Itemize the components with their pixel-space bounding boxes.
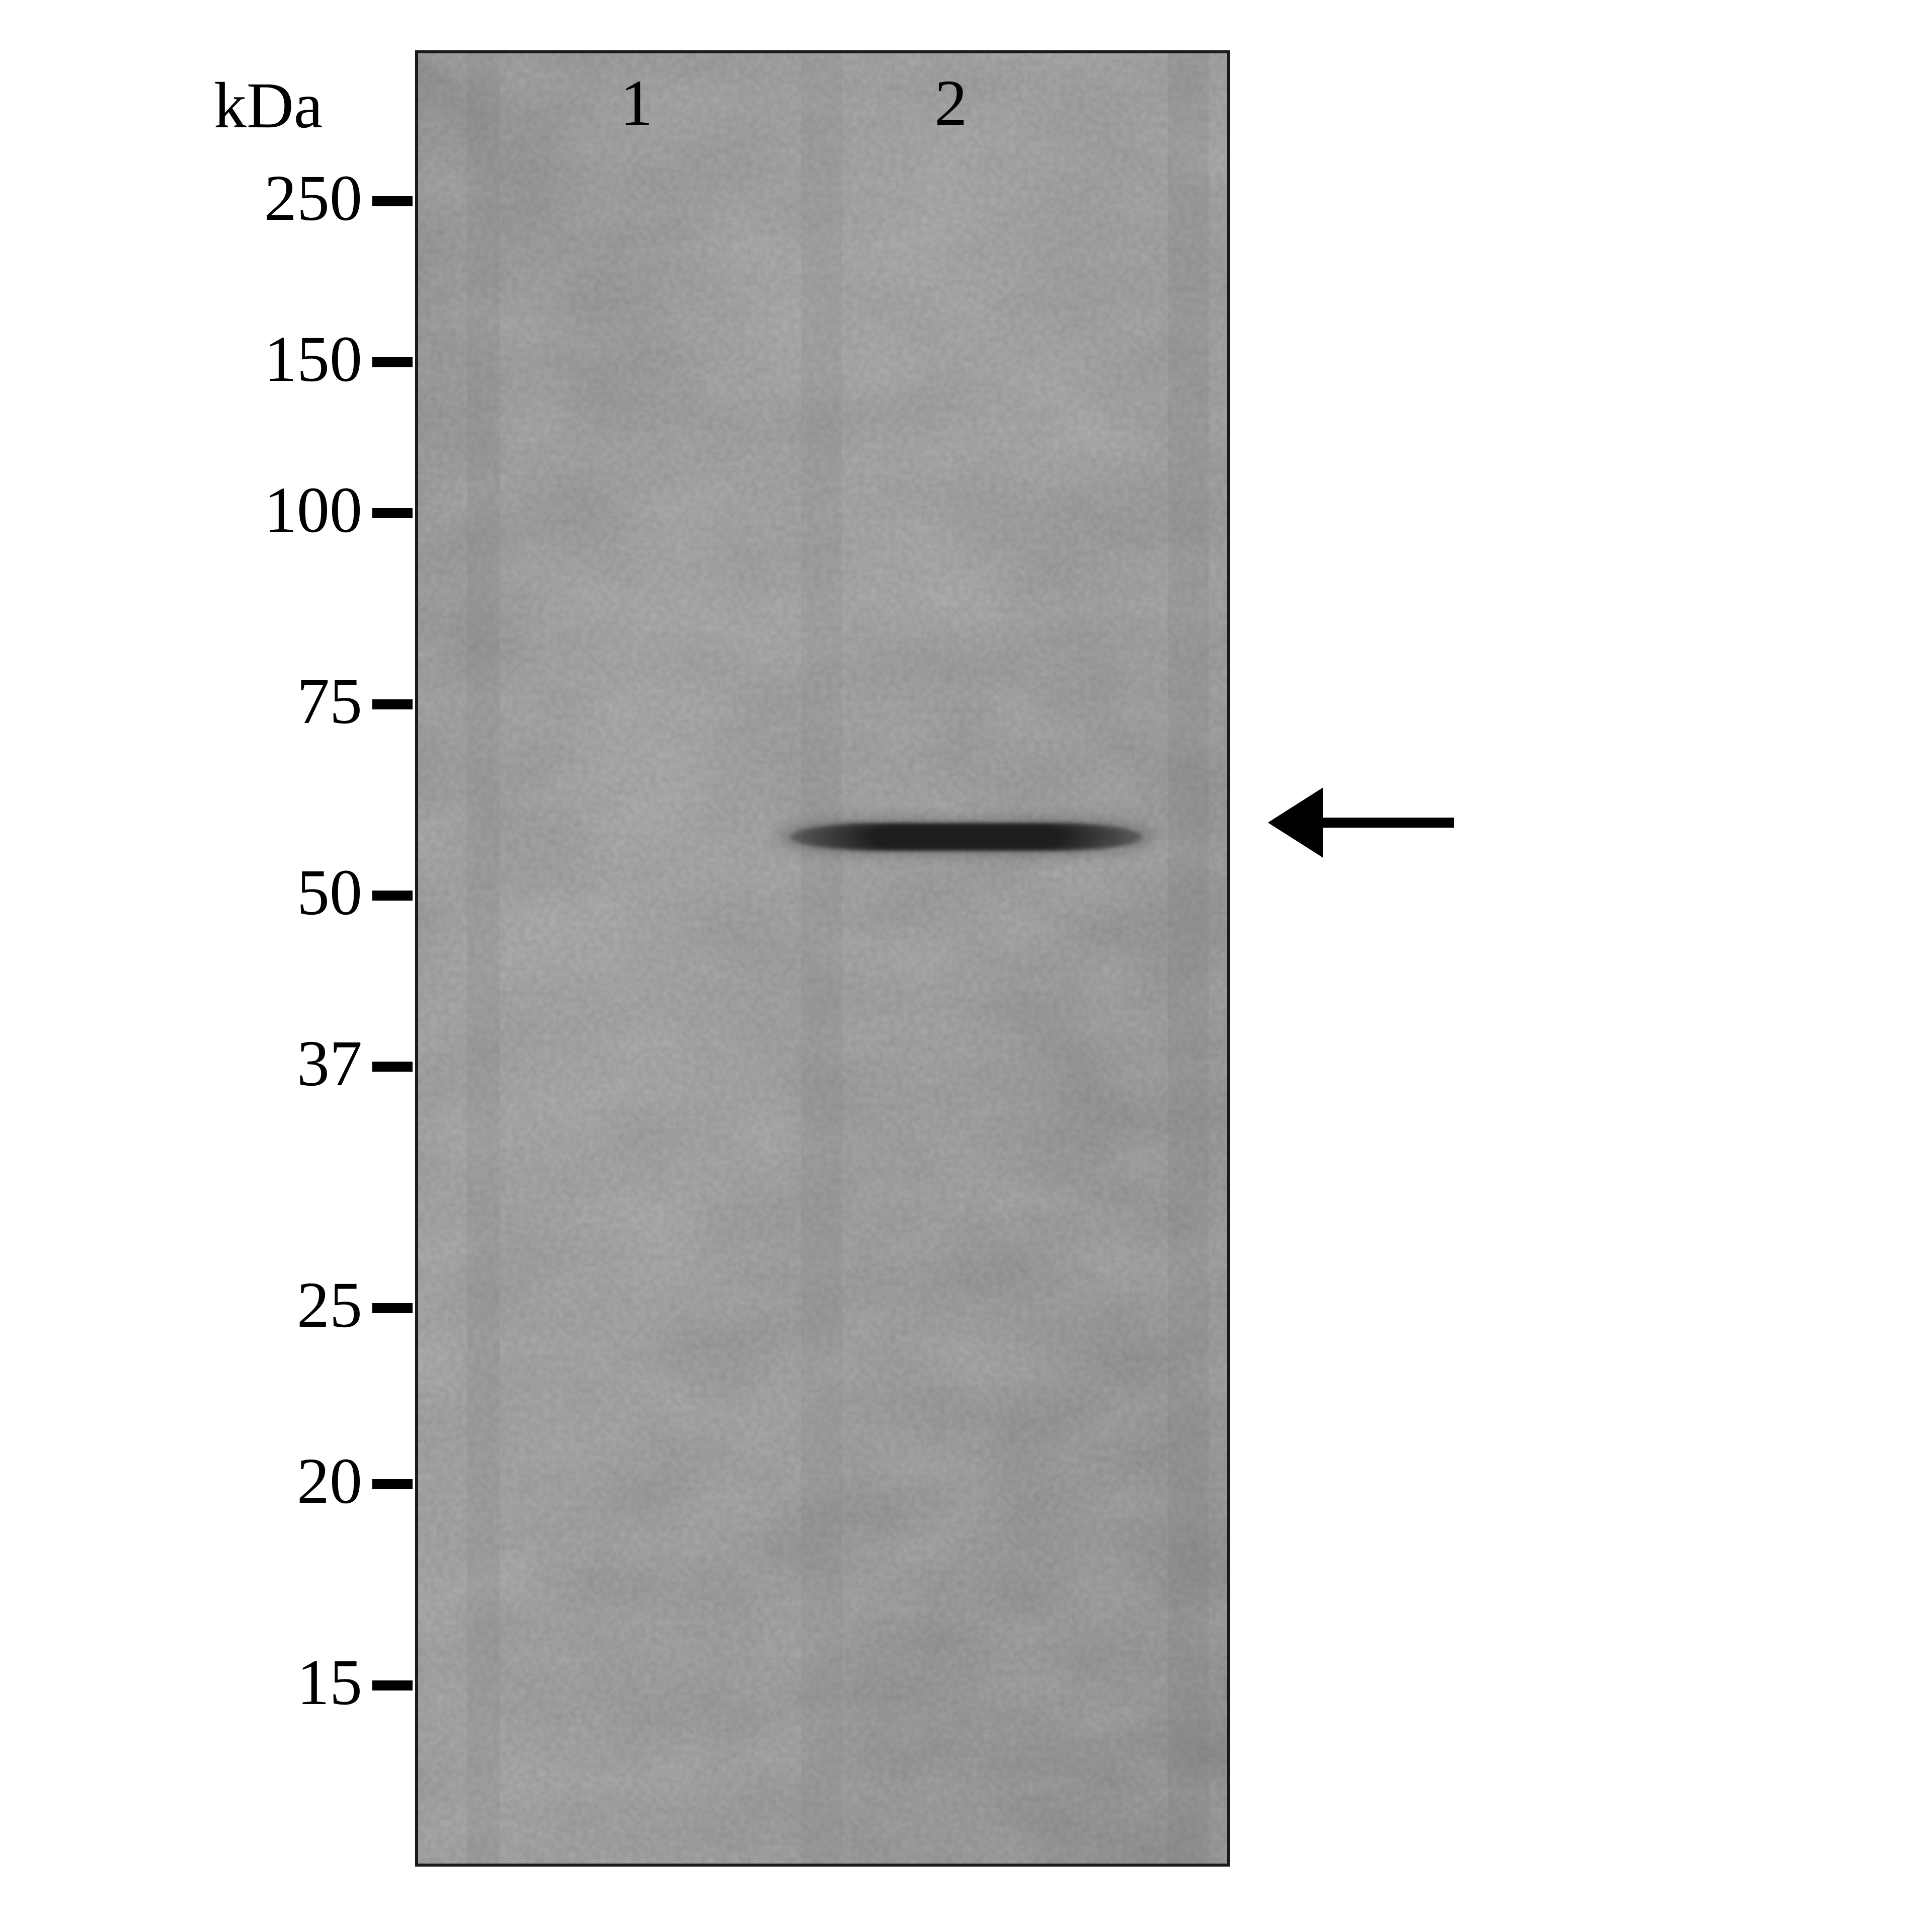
marker-label: 20 [191,1443,362,1519]
protein-band [790,823,1143,851]
marker-tick [372,891,413,901]
marker-tick [372,508,413,518]
marker-label: 50 [191,855,362,930]
marker-tick [372,1479,413,1489]
marker-label: 37 [191,1026,362,1101]
lane-label: 1 [606,65,667,141]
marker-tick [372,196,413,206]
marker-tick [372,1303,413,1313]
marker-tick [372,1062,413,1072]
axis-unit-label: kDa [214,68,323,143]
marker-label: 25 [191,1267,362,1343]
marker-label: 100 [156,472,362,548]
lane-label: 2 [921,65,981,141]
marker-tick [372,1680,413,1691]
marker-label: 150 [156,321,362,397]
marker-tick [372,699,413,709]
marker-label: 250 [156,160,362,236]
marker-label: 15 [191,1645,362,1720]
marker-label: 75 [191,664,362,739]
membrane-background [418,53,1230,1867]
band-indicator-arrow [1268,787,1454,858]
blot-membrane [415,50,1230,1867]
western-blot-figure: kDa 250 150 100 75 50 37 25 20 15 1 2 [0,0,1932,1932]
marker-tick [372,357,413,367]
